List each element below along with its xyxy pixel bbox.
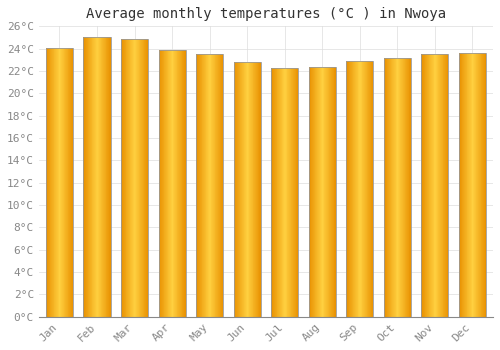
Bar (121, 38, 148, 317)
Bar (422, 54, 448, 317)
Bar (84, 37, 110, 317)
Bar (196, 54, 223, 317)
Bar (308, 66, 336, 317)
Bar (46, 48, 73, 317)
Bar (234, 62, 260, 317)
Bar (271, 68, 298, 317)
Bar (346, 61, 374, 317)
Bar (459, 53, 486, 317)
Title: Average monthly temperatures (°C ) in Nwoya: Average monthly temperatures (°C ) in Nw… (86, 7, 446, 21)
Bar (158, 50, 186, 317)
Bar (384, 57, 411, 317)
